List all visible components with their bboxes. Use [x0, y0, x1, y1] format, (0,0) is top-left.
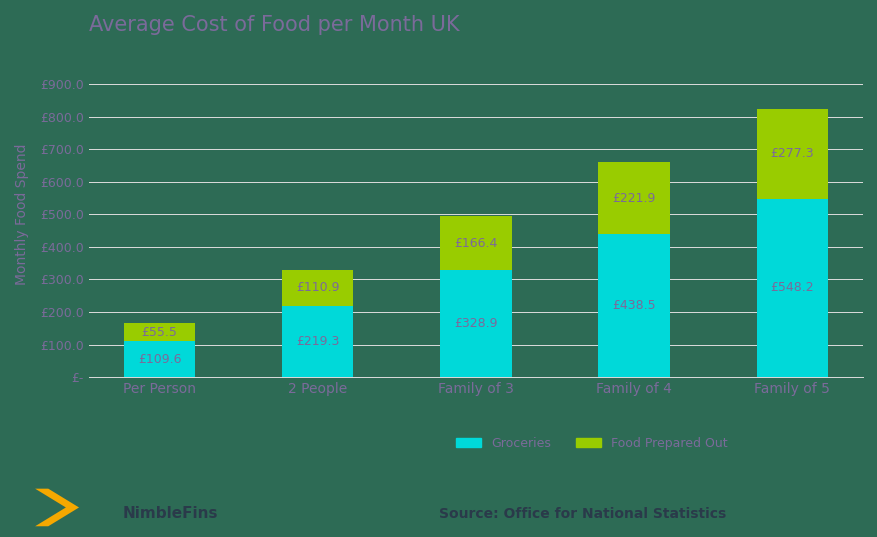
Bar: [756, 199, 827, 377]
Bar: [598, 162, 669, 235]
Bar: [440, 270, 511, 377]
Text: £221.9: £221.9: [611, 192, 655, 205]
Bar: [440, 216, 511, 270]
Text: NimbleFins: NimbleFins: [123, 506, 218, 521]
Text: £166.4: £166.4: [453, 236, 497, 250]
Text: £55.5: £55.5: [141, 326, 177, 339]
Text: Source: Office for National Statistics: Source: Office for National Statistics: [438, 507, 725, 521]
Bar: [282, 306, 353, 377]
Legend: Groceries, Food Prepared Out: Groceries, Food Prepared Out: [451, 432, 732, 455]
Bar: [124, 342, 195, 377]
Text: £277.3: £277.3: [769, 147, 813, 160]
Text: £110.9: £110.9: [296, 281, 339, 294]
Bar: [756, 108, 827, 199]
Text: £438.5: £438.5: [611, 299, 655, 312]
Text: £548.2: £548.2: [769, 281, 813, 294]
Text: £219.3: £219.3: [296, 335, 339, 348]
Bar: [124, 323, 195, 342]
Text: Average Cost of Food per Month UK: Average Cost of Food per Month UK: [89, 15, 459, 35]
Y-axis label: Monthly Food Spend: Monthly Food Spend: [15, 144, 29, 285]
Bar: [282, 270, 353, 306]
Bar: [598, 235, 669, 377]
Text: £109.6: £109.6: [138, 353, 182, 366]
Text: £328.9: £328.9: [453, 317, 497, 330]
